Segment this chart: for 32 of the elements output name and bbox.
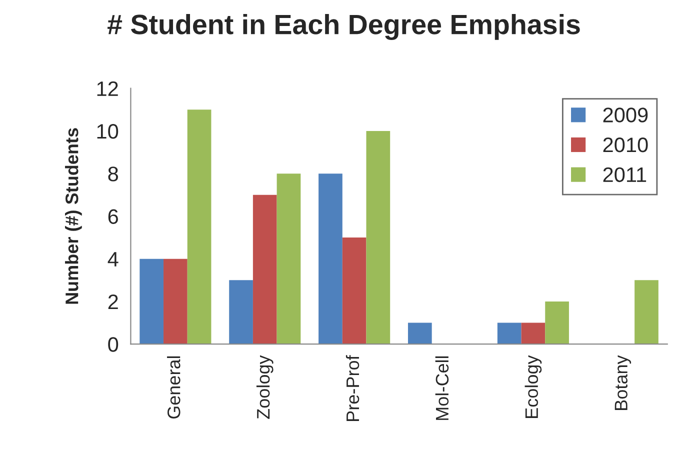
bar xyxy=(366,130,390,344)
bar xyxy=(634,280,658,344)
bar xyxy=(187,110,212,344)
bar xyxy=(164,258,188,344)
bar xyxy=(521,322,546,344)
bar xyxy=(229,280,253,344)
legend-label: 2009 xyxy=(603,108,648,122)
bar xyxy=(342,238,366,344)
chart-title: # Student in Each Degree Emphasis xyxy=(108,14,580,40)
bar xyxy=(408,322,432,344)
bar xyxy=(140,258,164,344)
y-axis-title: Number (#) Students xyxy=(65,128,82,304)
y-tick-label: 10 xyxy=(97,124,118,139)
bar xyxy=(545,301,569,344)
y-tick-label: 2 xyxy=(108,294,118,310)
legend-label: 2010 xyxy=(603,137,648,152)
bar xyxy=(252,194,277,344)
bar xyxy=(497,322,522,344)
y-tick-label: 0 xyxy=(108,337,118,352)
y-tick-label: 12 xyxy=(97,81,118,96)
x-tick-label: General xyxy=(167,356,180,419)
legend-label: 2011 xyxy=(603,167,646,182)
y-tick-label: 4 xyxy=(108,252,118,266)
bar xyxy=(318,174,342,344)
x-tick-label: Ecology xyxy=(524,355,542,418)
x-tick-label: Mol-Cell xyxy=(435,356,449,420)
x-tick-label: Zoology xyxy=(256,355,274,419)
x-tick-label: Pre-Prof xyxy=(346,355,360,421)
y-tick-label: 6 xyxy=(108,209,118,224)
y-tick-label: 8 xyxy=(108,166,118,182)
bar xyxy=(276,174,301,344)
x-tick-label: Botany xyxy=(614,355,632,410)
